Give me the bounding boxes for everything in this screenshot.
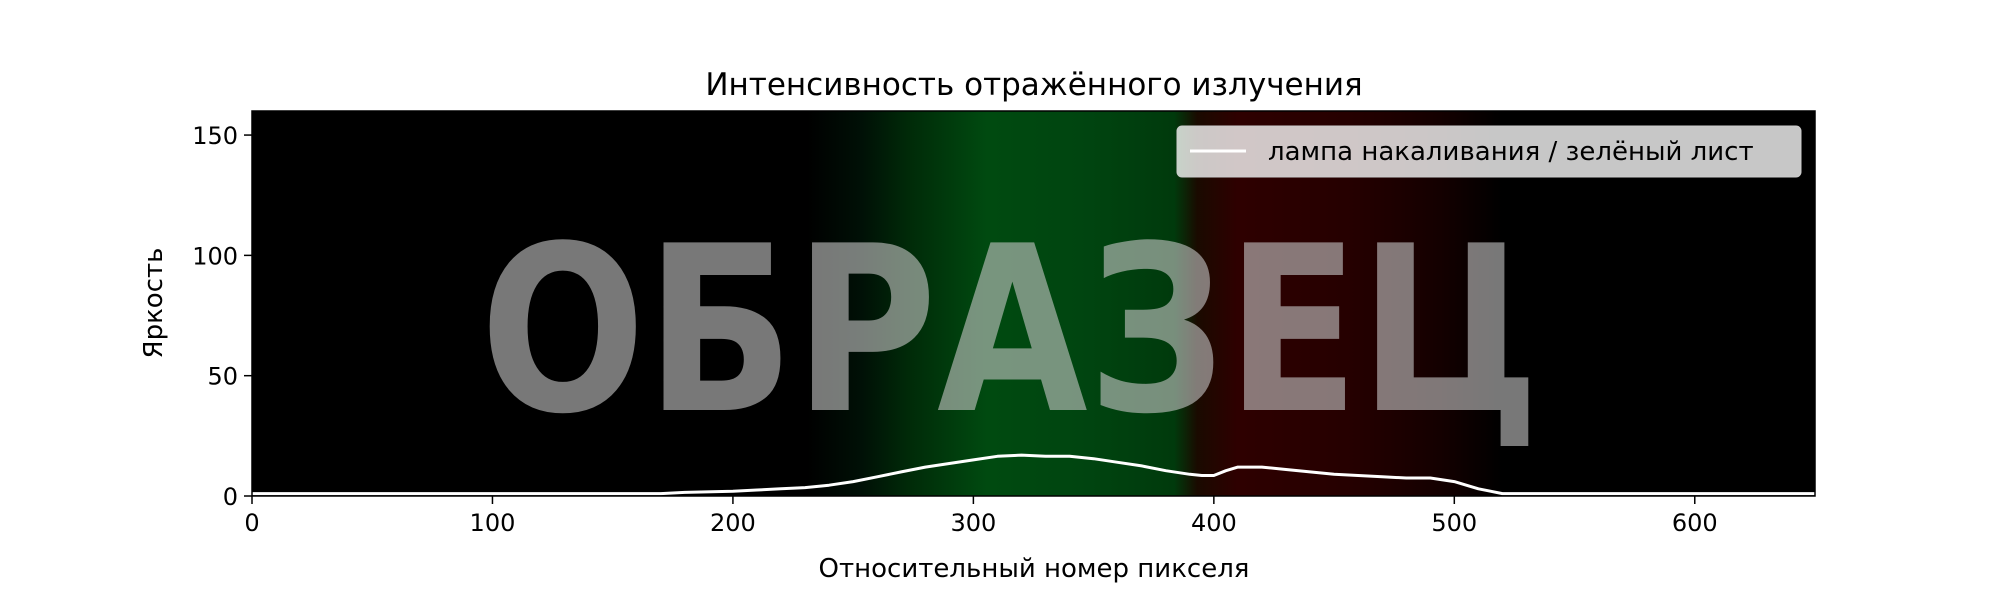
y-tick-label: 50	[207, 363, 238, 391]
legend: лампа накаливания / зелёный лист	[1176, 125, 1802, 178]
x-tick-label: 400	[1191, 509, 1237, 537]
series-group	[252, 453, 1815, 496]
legend-label: лампа накаливания / зелёный лист	[1268, 137, 1754, 167]
y-tick-label: 150	[192, 122, 238, 150]
y-axis: 0 50 100 150	[192, 122, 252, 511]
legend-box	[1176, 125, 1802, 178]
y-tick-label: 100	[192, 242, 238, 270]
watermark-text: ОБРАЗЕЦ	[480, 198, 1540, 465]
y-tick-label: 0	[223, 483, 238, 511]
x-tick-label: 100	[470, 509, 516, 537]
x-tick-label: 600	[1672, 509, 1718, 537]
x-tick-label: 300	[950, 509, 996, 537]
plot-frame	[251, 110, 1816, 497]
x-tick-label: 500	[1431, 509, 1477, 537]
series-line	[252, 453, 1815, 496]
x-tick-label: 200	[710, 509, 756, 537]
x-axis-label: Относительный номер пикселя	[819, 554, 1250, 584]
x-tick-label: 0	[244, 509, 259, 537]
y-axis-label: Яркость	[139, 248, 169, 359]
x-axis: 0 100 200 300 400 500 600	[244, 496, 1718, 537]
chart-title: Интенсивность отражённого излучения	[705, 67, 1362, 103]
